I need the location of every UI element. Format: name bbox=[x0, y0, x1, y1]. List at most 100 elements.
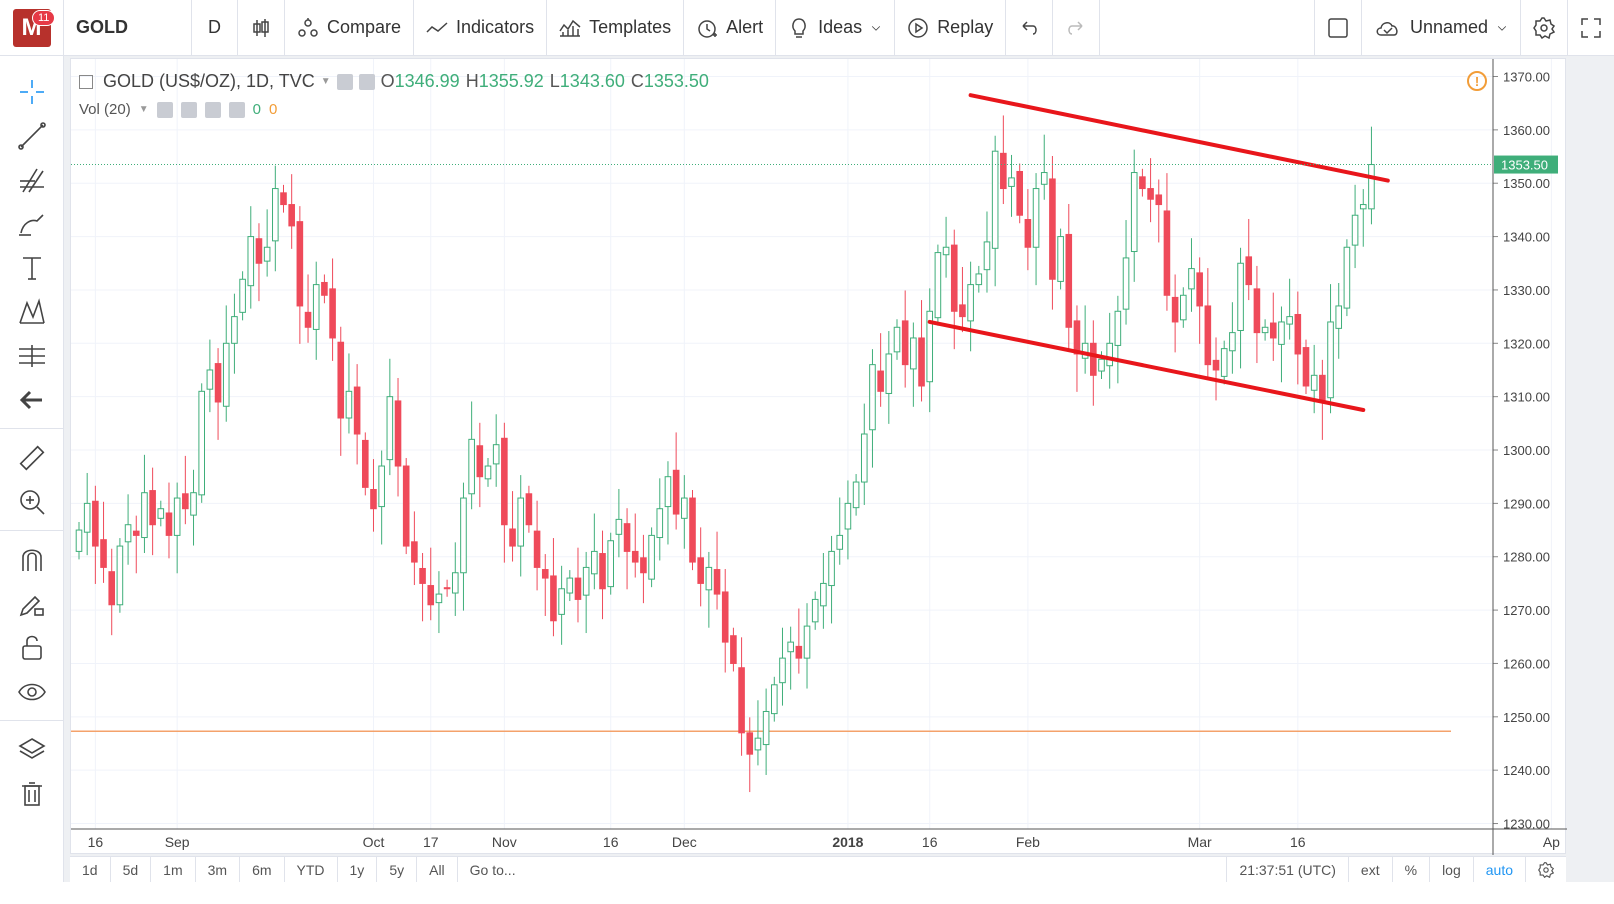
ruler-tool[interactable] bbox=[14, 440, 50, 476]
pencil-lock-icon bbox=[19, 595, 44, 617]
range-all[interactable]: All bbox=[417, 856, 458, 883]
eye-icon[interactable] bbox=[156, 101, 173, 118]
candle-body bbox=[1327, 321, 1334, 399]
log-scale-toggle[interactable]: log bbox=[1430, 856, 1474, 883]
range-1d[interactable]: 1d bbox=[70, 856, 111, 883]
object-tree-tool[interactable] bbox=[14, 732, 50, 768]
zoom-tool[interactable] bbox=[14, 484, 50, 520]
candle-body bbox=[860, 433, 868, 483]
range-5y[interactable]: 5y bbox=[377, 856, 418, 883]
candle-body bbox=[149, 490, 156, 526]
series-title[interactable]: GOLD (US$/OZ), 1D, TVC bbox=[103, 71, 315, 91]
crosshair-tool[interactable] bbox=[14, 74, 50, 110]
percent-scale-toggle[interactable]: % bbox=[1393, 856, 1431, 883]
prediction-tool[interactable] bbox=[14, 338, 50, 374]
chevron-down-icon[interactable]: ▼ bbox=[138, 104, 149, 115]
redo-button[interactable] bbox=[1053, 0, 1101, 56]
ideas-label: Ideas bbox=[818, 17, 863, 37]
templates-button[interactable]: Templates bbox=[547, 0, 685, 56]
candle-body bbox=[599, 553, 606, 590]
compare-button[interactable]: Compare bbox=[285, 0, 415, 56]
candle-body bbox=[1302, 347, 1310, 387]
candle-body bbox=[1319, 374, 1326, 403]
candle-body bbox=[427, 585, 435, 606]
candle-body bbox=[321, 281, 328, 296]
goto-button[interactable]: Go to... bbox=[469, 861, 516, 878]
indicators-button[interactable]: Indicators bbox=[414, 0, 548, 56]
candle-body bbox=[795, 645, 803, 659]
back-arrow-tool[interactable] bbox=[14, 382, 50, 418]
range-1y[interactable]: 1y bbox=[338, 856, 378, 883]
alert-button[interactable]: Alert bbox=[684, 0, 777, 56]
eye-icon[interactable] bbox=[336, 73, 353, 90]
interval-button[interactable]: D bbox=[192, 0, 238, 56]
settings-button[interactable] bbox=[1521, 0, 1568, 56]
range-3m[interactable]: 3m bbox=[196, 856, 241, 883]
chart-pane[interactable]: 1230.00 1240.00 1250.00 1260.00 1270.00 1280.… bbox=[70, 58, 1567, 855]
candle-body bbox=[754, 737, 762, 751]
zoom-in-icon bbox=[20, 490, 45, 515]
save-layout-button[interactable]: Unnamed bbox=[1362, 0, 1521, 56]
chevron-down-icon[interactable]: ▼ bbox=[320, 76, 331, 87]
close-label: C bbox=[630, 71, 644, 91]
trend-line-tool[interactable] bbox=[14, 118, 50, 154]
range-ytd[interactable]: YTD bbox=[285, 856, 338, 883]
price-chart[interactable]: 1230.00 1240.00 1250.00 1260.00 1270.00 1280.… bbox=[71, 59, 1567, 855]
text-tool[interactable] bbox=[14, 250, 50, 286]
remove-drawings-tool[interactable] bbox=[14, 776, 50, 812]
last-price-label: 1353.50 bbox=[1501, 158, 1548, 173]
volume-title[interactable]: Vol (20) bbox=[79, 101, 131, 118]
undo-button[interactable] bbox=[1006, 0, 1054, 56]
settings-icon[interactable] bbox=[180, 101, 197, 118]
hide-drawings-tool[interactable] bbox=[14, 674, 50, 710]
chart-style-button[interactable] bbox=[238, 0, 285, 56]
candlestick-icon bbox=[253, 18, 269, 37]
lock-drawings-tool[interactable] bbox=[14, 630, 50, 666]
range-5d[interactable]: 5d bbox=[111, 856, 152, 883]
pattern-tool[interactable] bbox=[14, 294, 50, 330]
candle-body bbox=[451, 572, 459, 594]
add-icon[interactable] bbox=[204, 101, 221, 118]
candle-body bbox=[656, 508, 664, 539]
candle-body bbox=[591, 550, 598, 575]
volume-value: 0 bbox=[252, 101, 261, 118]
replay-button[interactable]: Replay bbox=[895, 0, 1007, 56]
extended-hours-toggle[interactable]: ext bbox=[1349, 856, 1393, 883]
magnet-tool[interactable] bbox=[14, 542, 50, 578]
candle-body bbox=[1040, 172, 1048, 185]
candle-body bbox=[231, 316, 238, 344]
time-tick-label: 16 bbox=[1290, 834, 1306, 850]
symbol-search-button[interactable]: GOLD bbox=[64, 0, 192, 56]
close-icon[interactable] bbox=[228, 101, 245, 118]
time-tick-label: Nov bbox=[492, 834, 517, 850]
collapse-legend-icon[interactable] bbox=[79, 74, 93, 89]
high-value: 1355.92 bbox=[478, 71, 544, 91]
range-1m[interactable]: 1m bbox=[151, 856, 196, 883]
auto-scale-toggle[interactable]: auto bbox=[1474, 856, 1526, 883]
brush-tool[interactable] bbox=[14, 206, 50, 242]
candle-body bbox=[337, 341, 345, 419]
range-6m[interactable]: 6m bbox=[240, 856, 285, 883]
stay-in-drawing-tool[interactable] bbox=[14, 586, 50, 622]
candle-body bbox=[1065, 233, 1073, 328]
candle-body bbox=[304, 311, 312, 328]
ideas-button[interactable]: Ideas bbox=[776, 0, 896, 56]
pitchfork-tool[interactable] bbox=[14, 162, 50, 198]
warning-icon[interactable]: ! bbox=[1467, 71, 1487, 91]
volume-legend: Vol (20) ▼ 0 0 bbox=[79, 101, 277, 118]
candle-body bbox=[730, 635, 737, 664]
trend-line-icon bbox=[18, 122, 46, 150]
templates-label: Templates bbox=[589, 17, 672, 37]
settings-icon[interactable] bbox=[358, 73, 375, 90]
candle-body bbox=[640, 557, 647, 574]
candle-body bbox=[1106, 342, 1113, 367]
candle-body bbox=[1016, 170, 1024, 216]
fullscreen-layout-button[interactable] bbox=[1313, 0, 1362, 56]
price-tick-label: 1240.00 bbox=[1503, 763, 1550, 778]
clock[interactable]: 21:37:51 (UTC) bbox=[1226, 856, 1349, 883]
fullscreen-button[interactable] bbox=[1568, 0, 1614, 56]
user-menu-button[interactable]: M 11 bbox=[0, 0, 64, 56]
chart-settings-button[interactable] bbox=[1526, 857, 1566, 883]
indicators-label: Indicators bbox=[456, 17, 535, 37]
candle-body bbox=[108, 571, 116, 606]
